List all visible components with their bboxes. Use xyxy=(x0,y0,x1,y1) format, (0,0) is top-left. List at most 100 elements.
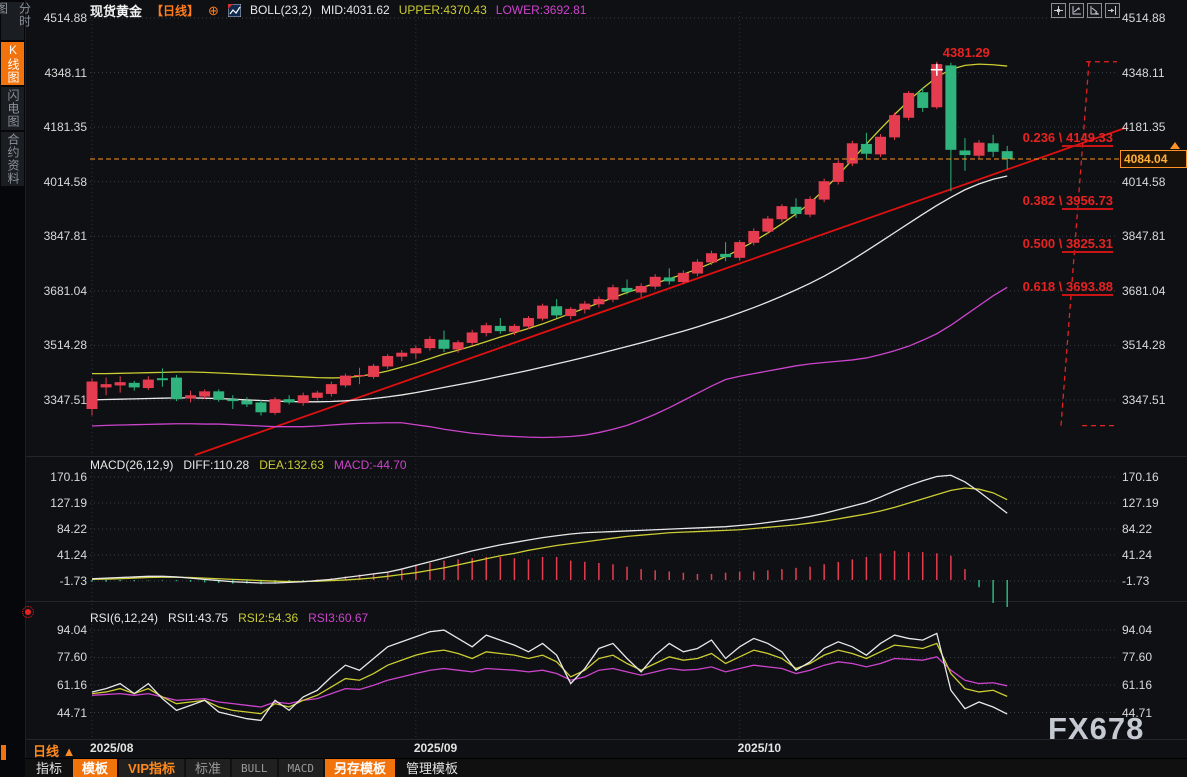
toolbar-tab-8[interactable]: 管理模板 xyxy=(406,761,459,776)
candle xyxy=(354,374,366,377)
candle xyxy=(579,303,591,310)
candle xyxy=(762,218,774,232)
candle xyxy=(734,242,746,258)
candle xyxy=(339,375,351,386)
y-axis-label: 3514.28 xyxy=(1122,338,1166,353)
candle xyxy=(959,150,971,156)
candle xyxy=(410,348,422,354)
candle xyxy=(860,143,872,154)
rsi2-value: RSI2:54.36 xyxy=(238,611,299,625)
candle xyxy=(889,115,901,138)
series-line xyxy=(91,642,1008,715)
candle xyxy=(100,384,112,388)
y-axis-label: 4514.88 xyxy=(43,11,87,25)
candle xyxy=(508,325,520,332)
candle xyxy=(269,399,281,413)
y-axis-label: 4014.58 xyxy=(43,174,87,189)
candle xyxy=(297,395,309,404)
toolbar-tab-5[interactable]: BULL xyxy=(232,759,277,777)
toolbar-tab-3[interactable]: VIP指标 xyxy=(119,759,184,777)
candle xyxy=(663,277,675,282)
sidebar-tab-2[interactable]: K线图 xyxy=(1,42,24,85)
fib-level-label: 0.236 \ 4149.33 xyxy=(1022,129,1113,147)
candle xyxy=(185,395,197,399)
candle xyxy=(790,206,802,214)
candle xyxy=(621,287,633,292)
toolbar-tab-1[interactable]: 指标 xyxy=(36,761,63,776)
sidebar-tab-3[interactable]: 闪电图 xyxy=(1,87,24,130)
series-line xyxy=(91,474,1008,584)
macd-dea-value: DEA:132.63 xyxy=(259,458,324,472)
x-axis-label: 2025/09 xyxy=(413,741,458,755)
fib-level-label: 0.618 \ 3693.88 xyxy=(1022,278,1113,296)
candle xyxy=(551,306,563,316)
series-line xyxy=(91,286,1008,439)
period-tag: 【日线】 xyxy=(151,3,200,18)
y-axis-label: 170.16 xyxy=(1122,470,1159,484)
rsi-header: RSI(6,12,24) RSI1:43.75 RSI2:54.36 RSI3:… xyxy=(90,611,368,625)
candle xyxy=(494,325,506,332)
candle xyxy=(776,206,788,220)
toolbar-tab-4[interactable]: 标准 xyxy=(186,759,231,777)
current-price-badge: 4084.04 xyxy=(1120,149,1187,168)
candle xyxy=(283,399,295,403)
chart-tools xyxy=(1051,3,1120,18)
candle xyxy=(537,305,549,319)
candle xyxy=(903,92,915,118)
candle xyxy=(607,287,619,300)
y-axis-label: 4014.58 xyxy=(1122,174,1166,189)
candle xyxy=(565,308,577,317)
candle xyxy=(931,64,943,108)
chart-type-sidebar: 分时图 K线图 闪电图 合约资料 xyxy=(0,0,32,777)
candle xyxy=(466,332,478,343)
boll-mid-value: MID:4031.62 xyxy=(320,3,390,17)
candle xyxy=(311,392,323,398)
price-arrow-icon xyxy=(1170,141,1180,149)
y-axis-label: 94.04 xyxy=(1122,623,1153,637)
sidebar-tab-1[interactable]: 分时图 xyxy=(0,2,32,40)
candle xyxy=(213,391,225,400)
fib-level-label: 0.382 \ 3956.73 xyxy=(1022,192,1113,210)
candle xyxy=(128,382,140,388)
fib-tool-line[interactable] xyxy=(1060,61,1090,426)
y-axis-label: 4514.88 xyxy=(1122,11,1166,25)
toolbar-tab-2[interactable]: 模板 xyxy=(73,759,118,777)
axis-scale-left-icon[interactable] xyxy=(1069,3,1084,18)
period-selector[interactable]: 日线 ▲ xyxy=(33,744,76,759)
y-axis-label: 61.16 xyxy=(56,677,87,692)
y-axis-label: 4181.35 xyxy=(43,120,87,135)
add-indicator-icon[interactable]: ⊕ xyxy=(208,2,219,18)
move-icon[interactable] xyxy=(1051,3,1066,18)
candle xyxy=(846,143,858,164)
candle xyxy=(748,230,760,243)
y-axis-label: 84.22 xyxy=(56,521,87,536)
indicator-toolbar: 指标 模板 VIP指标 标准 BULL MACD 另存模板 管理模板 xyxy=(25,758,1187,777)
series-line xyxy=(91,656,1008,708)
candle xyxy=(649,276,661,287)
y-axis-label: 84.22 xyxy=(1122,521,1153,536)
series-line xyxy=(91,487,1008,583)
instrument-title: 现货黄金 xyxy=(90,3,143,19)
axis-scale-right-icon[interactable] xyxy=(1087,3,1102,18)
swing-high-label: 4381.29 xyxy=(942,44,990,60)
y-axis-label: 3681.04 xyxy=(1122,283,1166,298)
candle xyxy=(142,379,154,389)
candle xyxy=(987,143,999,152)
candle xyxy=(635,285,647,293)
candle xyxy=(917,92,929,108)
y-axis-label: 44.71 xyxy=(56,705,87,720)
chart-style-icon[interactable] xyxy=(227,3,242,17)
candle xyxy=(452,342,464,350)
y-axis-label: 4348.11 xyxy=(1122,65,1165,80)
candle xyxy=(720,253,732,258)
sidebar-tab-4[interactable]: 合约资料 xyxy=(1,132,24,186)
pan-exit-icon[interactable] xyxy=(1105,3,1120,18)
candle xyxy=(241,400,253,405)
toolbar-tab-7[interactable]: 另存模板 xyxy=(325,759,396,777)
candle xyxy=(368,365,380,377)
y-axis-label: -1.73 xyxy=(1122,574,1150,588)
candle xyxy=(424,338,436,349)
y-axis-label: 77.60 xyxy=(56,650,87,665)
toolbar-tab-6[interactable]: MACD xyxy=(278,759,324,777)
